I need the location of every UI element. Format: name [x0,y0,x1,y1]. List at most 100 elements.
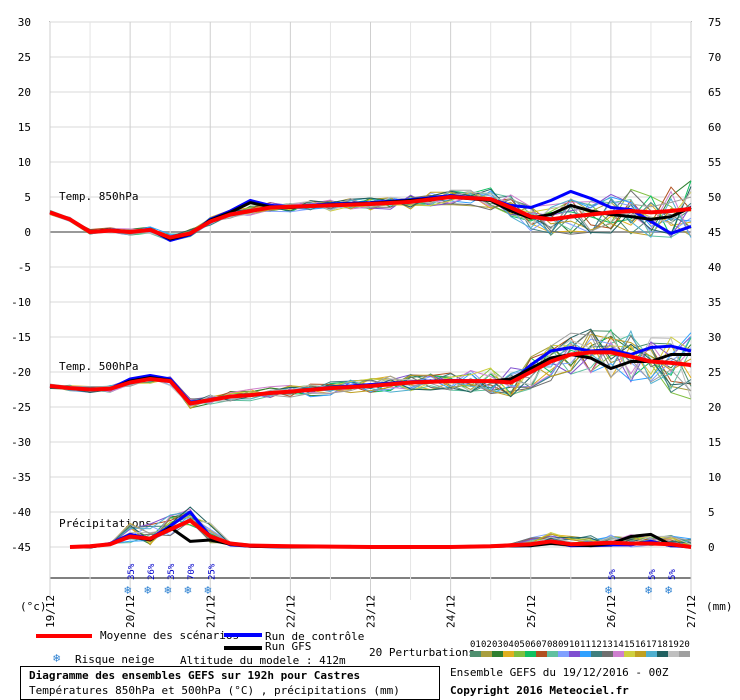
perturbation-swatch [503,651,514,657]
y-tick-right: 50 [708,191,721,204]
snow-risk-percent: 5% [608,569,618,580]
y-tick-left: 30 [18,16,31,29]
snowflake-icon: ❄ [164,583,171,597]
y-tick-right: 60 [708,121,721,134]
perturbation-number: 08 [547,640,558,650]
chart-subtitle: Températures 850hPa et 500hPa (°C) , pré… [29,684,400,697]
perturbation-number: 01 [470,640,481,650]
x-tick-date: 20/12 [124,595,137,628]
snowflake-icon: ❄ [184,583,191,597]
x-tick-date: 26/12 [605,595,618,628]
y-tick-right: 0 [708,541,715,554]
x-tick-date: 27/12 [685,595,698,628]
info-box: Diagramme des ensembles GEFS sur 192h po… [20,666,440,700]
perturbation-number: 06 [525,640,536,650]
perturbation-swatch [646,651,657,657]
right-axis-unit: (mm) [706,600,733,613]
perturbation-number: 02 [481,640,492,650]
x-tick-date: 25/12 [525,595,538,628]
perturbation-swatch [481,651,492,657]
perturbation-number: 13 [602,640,613,650]
legend-snow-icon: ❄ [53,651,61,665]
x-tick-date: 23/12 [365,595,378,628]
perturbation-number: 10 [569,640,580,650]
snowflake-icon: ❄ [144,583,151,597]
snow-risk-percent: 35% [127,563,137,580]
snowflake-icon: ❄ [124,583,131,597]
perturbation-number: 11 [580,640,591,650]
y-tick-left: -10 [11,296,31,309]
perturbation-swatch [547,651,558,657]
y-tick-left: -15 [11,331,31,344]
snow-risk-percent: 5% [668,569,678,580]
y-tick-left: -20 [11,366,31,379]
y-tick-left: 20 [18,86,31,99]
y-tick-left: 0 [24,226,31,239]
y-tick-right: 30 [708,331,721,344]
snowflake-icon: ❄ [204,583,211,597]
perturbation-swatch [580,651,591,657]
snowflake-icon: ❄ [665,583,672,597]
y-tick-right: 75 [708,16,721,29]
perturbation-number: 04 [503,640,514,650]
y-tick-left: -45 [11,541,31,554]
perturbation-number: 09 [558,640,569,650]
snow-risk-percent: 35% [167,563,177,580]
snow-risk-percent: 25% [207,563,217,580]
perturbation-number: 18 [657,640,668,650]
y-tick-left: 15 [18,121,31,134]
snow-risk-percent: 26% [147,563,157,580]
perturbation-swatch [470,651,481,657]
chart-title: Diagramme des ensembles GEFS sur 192h po… [29,669,361,682]
panel-label: Temp. 500hPa [59,360,138,373]
panel-label: Temp. 850hPa [59,190,138,203]
perturbation-swatch [657,651,668,657]
perturbation-swatch [668,651,679,657]
y-tick-right: 25 [708,366,721,379]
legend-mean-swatch [36,634,92,638]
series-line-500 [49,350,692,406]
perturbation-swatch [624,651,635,657]
y-tick-right: 70 [708,51,721,64]
y-tick-right: 15 [708,436,721,449]
left-axis-unit: (°c) [20,600,47,613]
snowflake-icon: ❄ [605,583,612,597]
perturbation-swatch [602,651,613,657]
legend-control-label: Run de contrôle [265,630,365,643]
perturbation-swatch [635,651,646,657]
perturbation-swatch [591,651,602,657]
perturbation-number: 14 [613,640,624,650]
legend-control-swatch [224,633,262,637]
perturbation-swatch [613,651,624,657]
y-tick-right: 45 [708,226,721,239]
y-tick-left: 5 [24,191,31,204]
legend-gfs-label: Run GFS [265,640,312,653]
x-tick-date: 24/12 [445,595,458,628]
perturbation-number: 20 [679,640,690,650]
perturbation-number: 16 [635,640,646,650]
perturbation-number: 05 [514,640,525,650]
perturbation-swatch [569,651,580,657]
perturbation-swatch [525,651,536,657]
y-tick-left: -5 [18,261,31,274]
y-tick-right: 10 [708,471,721,484]
y-tick-right: 20 [708,401,721,414]
perturbation-number: 19 [668,640,679,650]
perturbations-label: 20 Perturbations [369,646,475,659]
y-tick-right: 65 [708,86,721,99]
y-tick-right: 40 [708,261,721,274]
perturbation-number: 07 [536,640,547,650]
perturbation-swatch [558,651,569,657]
y-tick-left: -30 [11,436,31,449]
legend-gfs-swatch [224,646,262,650]
perturbation-number: 03 [492,640,503,650]
y-tick-left: -35 [11,471,31,484]
copyright-label: Copyright 2016 Meteociel.fr [450,684,629,697]
y-tick-left: -40 [11,506,31,519]
series-line-precip [69,518,692,549]
snowflake-icon: ❄ [645,583,652,597]
snow-risk-percent: 70% [187,563,197,580]
y-tick-right: 55 [708,156,721,169]
perturbation-number: 12 [591,640,602,650]
